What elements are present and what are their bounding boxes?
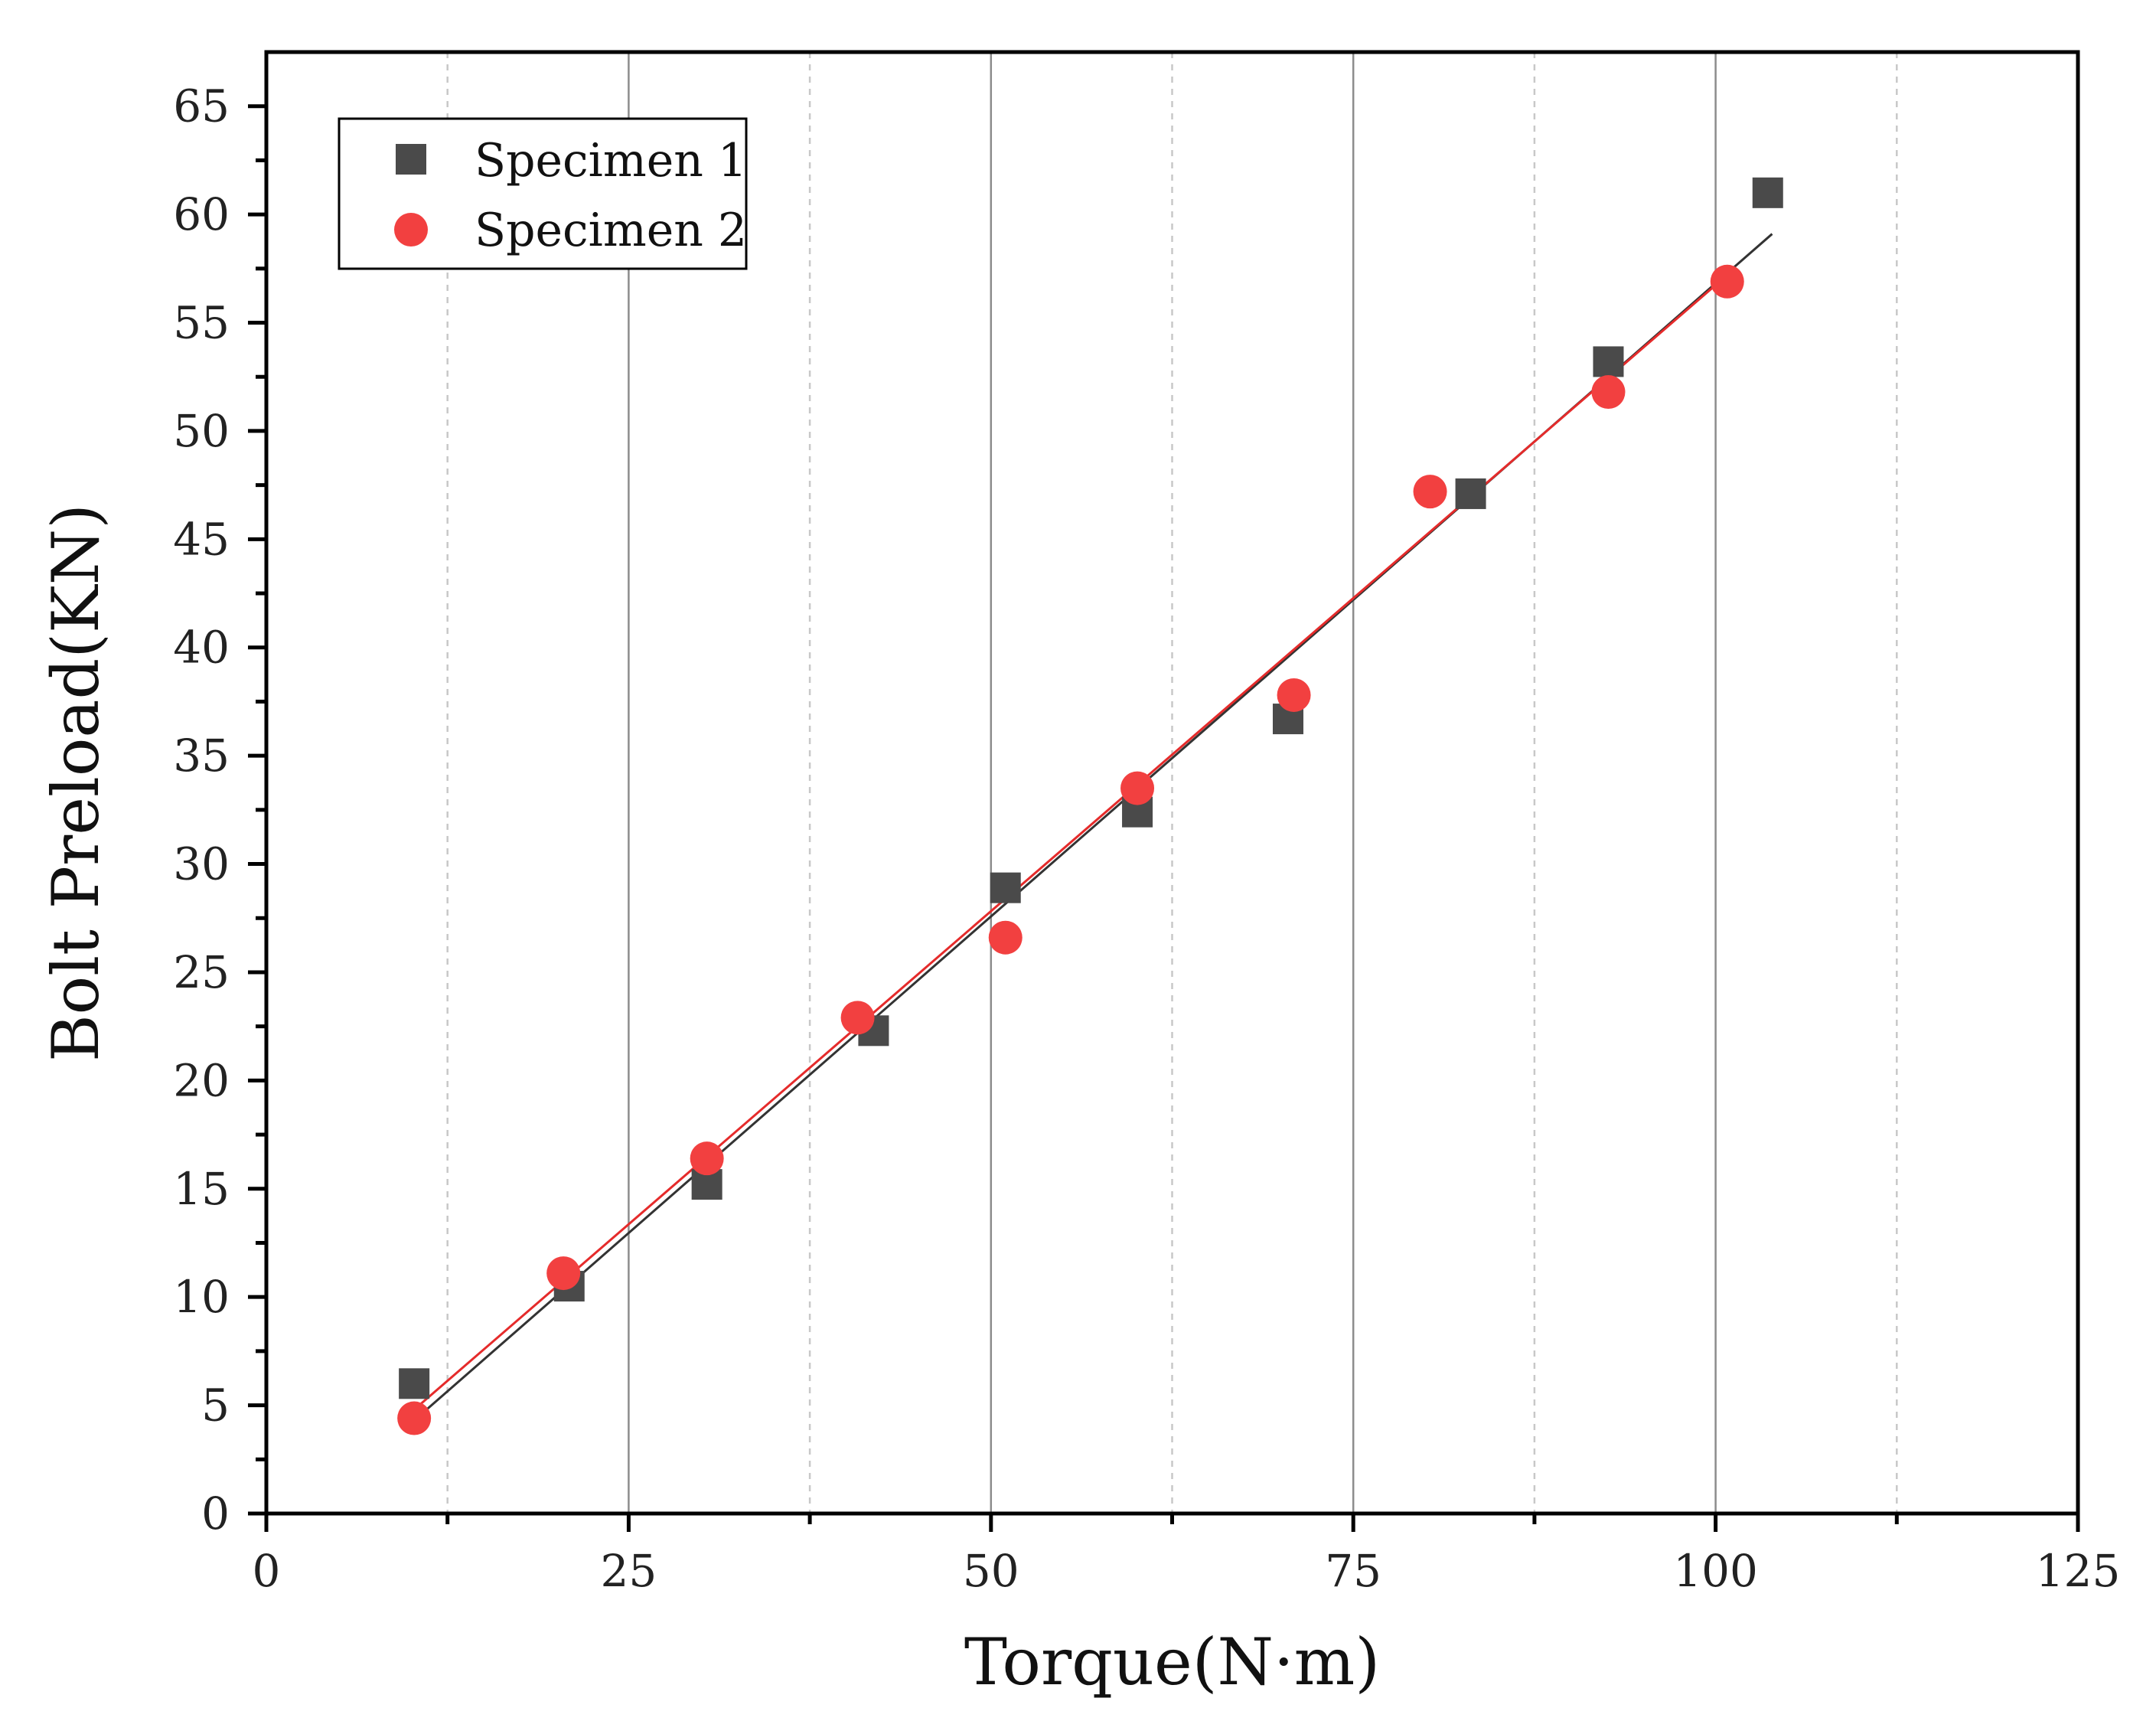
y-tick-label-9: 45 <box>173 513 230 565</box>
point-specimen-1-8 <box>1593 346 1624 377</box>
y-tick-label-2: 10 <box>173 1271 230 1323</box>
tick-labels: 0 25 50 75 100 125 0 5 10 15 20 25 30 35 40 45 50 55 60 65 <box>173 80 2120 1597</box>
point-specimen-2-2 <box>690 1141 724 1176</box>
legend-marker-specimen-1 <box>396 144 426 175</box>
y-tick-label-8: 40 <box>173 622 230 674</box>
x-tick-label-5: 125 <box>2036 1545 2121 1597</box>
point-specimen-1-4 <box>990 872 1021 903</box>
y-tick-label-13: 65 <box>173 80 230 132</box>
grid-layer <box>446 52 1898 1514</box>
x-tick-label-3: 75 <box>1325 1545 1381 1597</box>
y-tick-label-7: 35 <box>173 730 230 782</box>
point-specimen-2-3 <box>840 1001 875 1035</box>
y-tick-label-10: 50 <box>173 405 230 457</box>
legend-marker-specimen-2 <box>394 213 428 247</box>
fit-line-specimen-2 <box>413 274 1728 1411</box>
y-tick-label-1: 5 <box>201 1380 230 1432</box>
point-specimen-2-9 <box>1710 264 1744 299</box>
y-tick-label-11: 55 <box>173 297 230 349</box>
point-specimen-2-1 <box>546 1256 581 1291</box>
data-points <box>397 177 1783 1435</box>
fit-lines <box>413 233 1773 1422</box>
legend-label-specimen-1: Specimen 1 <box>475 134 747 188</box>
y-tick-label-12: 60 <box>173 188 230 240</box>
point-specimen-2-8 <box>1591 375 1626 410</box>
x-axis-title: Torque(N·m) <box>964 1625 1380 1700</box>
point-specimen-2-5 <box>1120 771 1155 805</box>
legend: Specimen 1 Specimen 2 <box>338 117 748 270</box>
point-specimen-2-6 <box>1277 678 1311 712</box>
y-tick-label-3: 15 <box>173 1163 230 1215</box>
legend-label-specimen-2: Specimen 2 <box>475 204 747 257</box>
axis-ticks <box>248 104 2080 1532</box>
point-specimen-1-9 <box>1752 177 1783 208</box>
point-specimen-2-0 <box>397 1401 432 1435</box>
y-tick-label-4: 20 <box>173 1054 230 1106</box>
y-tick-label-5: 25 <box>173 946 230 998</box>
x-tick-label-4: 100 <box>1673 1545 1758 1597</box>
point-specimen-1-7 <box>1455 478 1486 509</box>
point-specimen-2-4 <box>988 920 1023 955</box>
x-tick-label-2: 50 <box>963 1545 1019 1597</box>
x-tick-label-0: 0 <box>253 1545 281 1597</box>
y-tick-label-0: 0 <box>201 1487 230 1540</box>
point-specimen-2-7 <box>1413 475 1447 509</box>
y-axis-title: Bolt Preload(KN) <box>38 504 113 1062</box>
point-specimen-1-0 <box>399 1368 430 1399</box>
x-tick-label-1: 25 <box>600 1545 657 1597</box>
y-tick-label-6: 30 <box>173 838 230 890</box>
